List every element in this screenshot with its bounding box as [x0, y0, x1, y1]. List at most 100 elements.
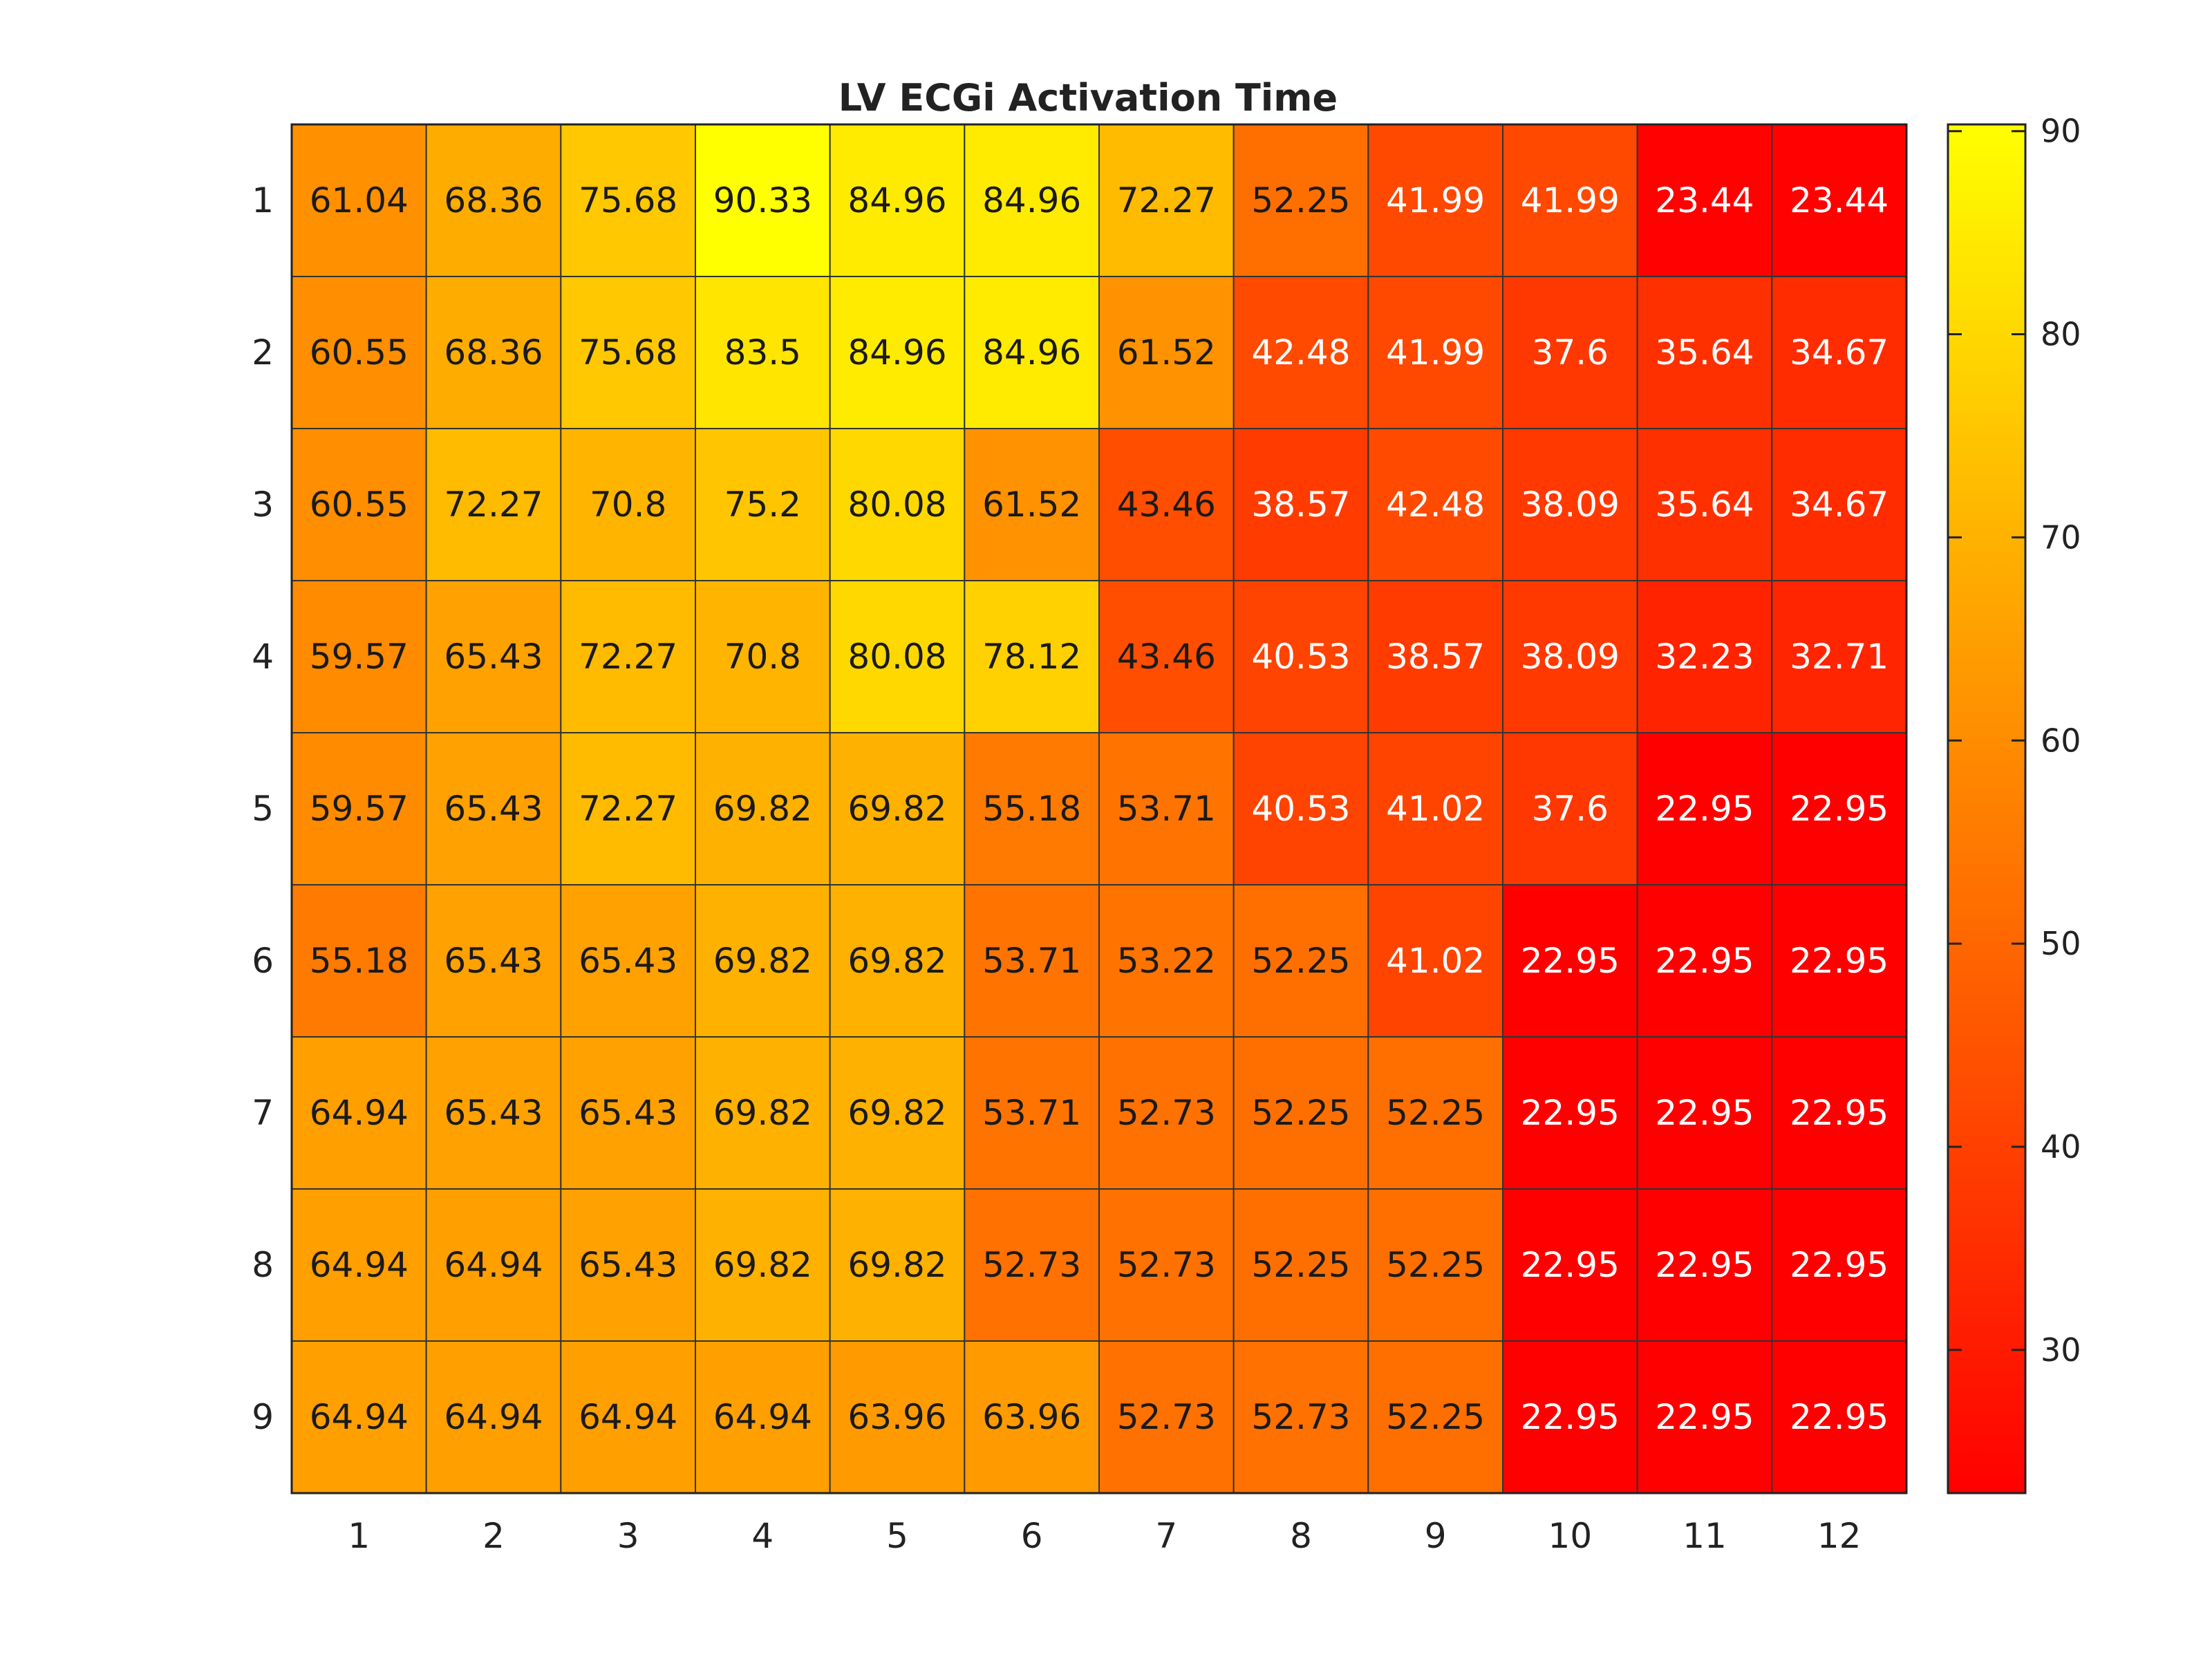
heatmap-cell [425, 1036, 562, 1190]
heatmap-cell [560, 276, 696, 429]
cell-value-label: 52.25 [1386, 1397, 1485, 1437]
heatmap-cell [1636, 580, 1773, 733]
cell-value-label: 41.99 [1386, 180, 1485, 221]
y-axis-ticks: 1 2 3 4 5 6 7 8 9 [252, 180, 274, 1437]
heatmap-cell [291, 732, 427, 885]
heatmap-cell [425, 124, 562, 277]
plot-frame [290, 123, 1908, 1494]
heatmap-cell [1098, 276, 1235, 429]
heatmap-cell [1771, 124, 1907, 277]
cell-value-label: 22.95 [1521, 1397, 1620, 1437]
cell-value-label: 22.95 [1790, 1245, 1888, 1285]
cell-value-label: 72.27 [1117, 180, 1216, 221]
cell-value-label: 22.95 [1655, 789, 1754, 829]
heatmap-cell [1367, 732, 1504, 885]
cell-value-label: 22.95 [1790, 941, 1888, 981]
cell-value-label: 60.55 [310, 485, 409, 525]
heatmap-cell [695, 276, 831, 429]
cell-value-label: 75.68 [579, 332, 677, 373]
heatmap-cell [1636, 1340, 1773, 1494]
heatmap-cell [291, 580, 427, 733]
cell-value-label: 59.57 [310, 637, 409, 677]
heatmap-cell [1232, 1340, 1369, 1494]
heatmap-cell [560, 1340, 696, 1494]
heatmap-cell [425, 276, 562, 429]
heatmap-cell [1636, 1036, 1773, 1190]
cell-value-label: 69.82 [847, 1093, 946, 1133]
cell-value-label: 75.68 [579, 180, 677, 221]
heatmap-cell [291, 884, 427, 1038]
cell-value-label: 52.73 [982, 1245, 1081, 1285]
heatmap-cell [1502, 1036, 1638, 1190]
cell-value-label: 52.25 [1251, 180, 1350, 221]
heatmap-cell [1771, 580, 1907, 733]
cell-value-label: 84.96 [847, 180, 946, 221]
heatmap-cell [291, 1036, 427, 1190]
y-tick-label: 8 [252, 1245, 274, 1285]
x-tick-label: 2 [482, 1516, 505, 1556]
cell-value-label: 84.96 [847, 332, 946, 373]
heatmap-cell [1502, 124, 1638, 277]
cell-value-label: 53.71 [982, 1093, 1081, 1133]
heatmap-cell [560, 580, 696, 733]
cell-value-label: 64.94 [310, 1093, 409, 1133]
heatmap-cell [291, 1340, 427, 1494]
heatmap-cell [1098, 580, 1235, 733]
y-tick-label: 3 [252, 485, 274, 525]
heatmap-cell [291, 124, 427, 277]
cell-value-label: 72.27 [579, 789, 677, 829]
cell-value-label: 84.96 [982, 332, 1081, 373]
colorbar-tick-label: 80 [2041, 316, 2081, 353]
cell-value-label: 52.25 [1251, 1245, 1350, 1285]
cell-value-label: 22.95 [1790, 789, 1888, 829]
cell-value-label: 35.64 [1655, 485, 1754, 525]
x-tick-label: 10 [1548, 1516, 1593, 1556]
heatmap-cell [964, 124, 1100, 277]
heatmap-cell [1367, 884, 1504, 1038]
cell-value-label: 22.95 [1655, 1093, 1754, 1133]
cell-value-label: 63.96 [847, 1397, 946, 1437]
heatmap-cell [964, 1036, 1100, 1190]
heatmap-cell [1502, 1188, 1638, 1342]
cell-value-label: 64.94 [713, 1397, 812, 1437]
cell-value-label: 80.08 [847, 637, 946, 677]
cell-value-label: 63.96 [982, 1397, 1081, 1437]
x-tick-label: 8 [1290, 1516, 1312, 1556]
cell-value-label: 69.82 [713, 789, 812, 829]
cell-value-label: 65.43 [579, 941, 677, 981]
heatmap-cell [425, 580, 562, 733]
cell-value-label: 42.48 [1386, 485, 1485, 525]
cell-value-label: 34.67 [1790, 332, 1888, 373]
y-tick-label: 7 [252, 1093, 274, 1133]
heatmap-cell [1098, 428, 1235, 581]
cell-value-label: 55.18 [982, 789, 1081, 829]
heatmap-cell [1232, 276, 1369, 429]
x-tick-label: 9 [1425, 1516, 1447, 1556]
heatmap-cell [964, 580, 1100, 733]
cell-value-label: 60.55 [310, 332, 409, 373]
cell-value-label: 69.82 [713, 1093, 812, 1133]
cell-value-label: 69.82 [713, 941, 812, 981]
heatmap-cell [1636, 428, 1773, 581]
heatmap-cell [829, 732, 966, 885]
cell-value-label: 35.64 [1655, 332, 1754, 373]
heatmap-cell [425, 732, 562, 885]
heatmap-cell [1771, 1188, 1907, 1342]
heatmap-cell [425, 1188, 562, 1342]
cell-value-label: 22.95 [1521, 1093, 1620, 1133]
cell-value-label: 64.94 [444, 1397, 543, 1437]
cell-value-label: 55.18 [310, 941, 409, 981]
heatmap-cell [964, 276, 1100, 429]
heatmap-cell [1232, 732, 1369, 885]
heatmap-cell [829, 276, 966, 429]
cell-value-label: 68.36 [444, 332, 543, 373]
colorbar: 30 40 50 60 70 80 90 [1947, 113, 2081, 1494]
x-tick-label: 12 [1817, 1516, 1862, 1556]
heatmap-cell [1232, 124, 1369, 277]
cell-value-label: 64.94 [310, 1397, 409, 1437]
y-tick-label: 6 [252, 941, 274, 981]
heatmap-cell [695, 1188, 831, 1342]
cell-value-label: 80.08 [847, 485, 946, 525]
heatmap-cell [964, 884, 1100, 1038]
